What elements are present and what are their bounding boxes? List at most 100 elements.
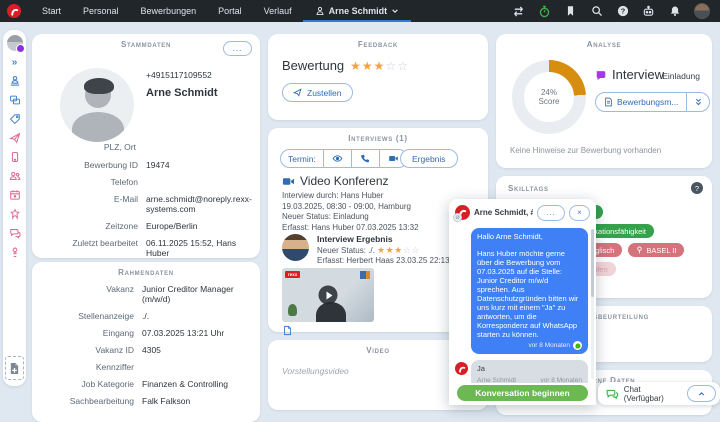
interviews-card: Interviews (1) Termin: Ergebnis Video Ko… bbox=[268, 128, 488, 336]
nav-item-start[interactable]: Start bbox=[42, 6, 62, 16]
rahmendaten-card: Rahmendaten Vakanz Junior Creditor Manag… bbox=[32, 262, 260, 422]
field-value: Falk Falkson bbox=[142, 396, 191, 406]
stammdaten-card: Stammdaten ... +4915117109552 Arne Schmi… bbox=[32, 34, 260, 258]
search-icon[interactable] bbox=[590, 5, 603, 18]
chat-contact-avatar bbox=[455, 362, 468, 375]
ergebnis-button[interactable]: Ergebnis bbox=[400, 149, 458, 168]
chat-availability-bar[interactable]: Chat (Verfügbar) bbox=[598, 382, 720, 405]
left-sidebar: » bbox=[3, 30, 26, 386]
calendar-icon[interactable] bbox=[9, 189, 21, 201]
attachment-file-icon[interactable] bbox=[283, 325, 292, 336]
chevron-down-icon bbox=[391, 7, 399, 15]
card-title: Analyse bbox=[586, 40, 622, 49]
nav-item-verlauf[interactable]: Verlauf bbox=[263, 6, 292, 16]
chat-messages[interactable]: Hallo Arne Schmidt, Hans Huber möchte ge… bbox=[455, 228, 588, 383]
field-value bbox=[142, 362, 252, 372]
send-icon[interactable] bbox=[8, 132, 21, 144]
bewerbungsmappe-button[interactable]: Bewerbungsm... bbox=[596, 93, 686, 111]
field-value: Finanzen & Controlling bbox=[142, 379, 228, 389]
card-title: Rahmendaten bbox=[118, 268, 174, 277]
images-icon[interactable] bbox=[9, 94, 21, 106]
send-icon bbox=[293, 88, 302, 97]
star-badge-icon[interactable] bbox=[9, 208, 21, 220]
candidate-phone: +4915117109552 bbox=[146, 70, 212, 80]
help-icon[interactable]: ? bbox=[691, 182, 703, 194]
rexx-logo[interactable] bbox=[7, 4, 21, 18]
interviewer-avatar bbox=[282, 234, 309, 261]
add-file-dropzone[interactable] bbox=[5, 356, 24, 380]
double-chevron-down-icon[interactable] bbox=[686, 93, 709, 111]
field-label: Vakanz ID bbox=[95, 345, 134, 355]
rating-stars[interactable]: ★★★☆☆ bbox=[350, 58, 409, 73]
vorstellungsvideo-label: Vorstellungsvideo bbox=[282, 366, 349, 376]
whatsapp-disabled-badge: ⊘ bbox=[453, 213, 462, 222]
bell-icon[interactable] bbox=[668, 5, 681, 18]
chat-status-label: Chat (Verfügbar) bbox=[623, 384, 664, 403]
double-chevron-right-icon[interactable]: » bbox=[11, 57, 18, 68]
card-title: Eignungsbeurteilung bbox=[559, 312, 649, 321]
person-desk-icon[interactable] bbox=[9, 75, 21, 87]
interview-details: Interview durch: Hans Huber 19.03.2025, … bbox=[282, 191, 419, 232]
phone-icon[interactable] bbox=[350, 150, 379, 167]
card-title: Video bbox=[366, 346, 390, 355]
chat-menu-button[interactable]: ... bbox=[537, 204, 565, 221]
field-value: Europe/Berlin bbox=[146, 221, 198, 231]
bookmark-icon[interactable] bbox=[564, 5, 577, 18]
play-icon[interactable] bbox=[318, 285, 338, 305]
field-value bbox=[146, 177, 252, 187]
field-label: Sachbearbeitung bbox=[69, 396, 134, 406]
users-icon[interactable] bbox=[9, 170, 21, 182]
field-label: Eingang bbox=[102, 328, 134, 338]
chat-scrollbar[interactable] bbox=[591, 229, 594, 379]
skilltag-basel[interactable]: BASEL II bbox=[628, 243, 685, 257]
user-avatar[interactable] bbox=[694, 3, 710, 19]
field-label: Vakanz bbox=[106, 284, 134, 294]
chat-bubble-icon bbox=[596, 70, 606, 80]
chat-icon bbox=[606, 389, 619, 399]
document-icon bbox=[605, 97, 612, 107]
last-edited-link[interactable]: 06.11.2025 15:52, Hans Huber bbox=[146, 238, 237, 258]
field-label: Telefon bbox=[110, 177, 138, 187]
help-icon[interactable]: ? bbox=[616, 5, 629, 18]
video-camera-icon[interactable] bbox=[378, 150, 407, 167]
video-camera-icon bbox=[282, 177, 295, 185]
score-donut: 24% Score bbox=[512, 60, 586, 134]
field-label: Zuletzt bearbeitet bbox=[72, 238, 138, 248]
vakanz-link[interactable]: Junior Creditor Manager (m/w/d) bbox=[142, 284, 234, 304]
interview-event-title: Video Konferenz bbox=[300, 174, 389, 188]
chevron-up-icon[interactable] bbox=[686, 385, 716, 402]
field-label: Kennziffer bbox=[95, 362, 134, 372]
plz-ort-label: PLZ, Ort bbox=[103, 142, 136, 152]
person-icon[interactable] bbox=[9, 246, 21, 258]
chat-close-button[interactable]: × bbox=[569, 204, 590, 221]
chat-bubbles-icon[interactable] bbox=[9, 227, 21, 239]
field-label: Bewerbung ID bbox=[84, 160, 138, 170]
feedback-card: Feedback Bewertung ★★★☆☆ Zustellen bbox=[268, 34, 488, 120]
chat-overlay-window: ⊘ Arne Schmidt, #... ... × Hallo Arne Sc… bbox=[449, 199, 596, 405]
card-menu-button[interactable]: ... bbox=[223, 41, 252, 56]
meeting-eye-icon[interactable] bbox=[322, 150, 351, 167]
swap-icon[interactable] bbox=[512, 5, 525, 18]
interview-result: Interview Ergebnis Neuer Status: ./. ★★★… bbox=[282, 234, 450, 267]
candidate-avatar-badge[interactable] bbox=[6, 35, 25, 53]
tag-check-icon[interactable] bbox=[9, 113, 21, 125]
analysis-hint: Keine Hinweise zur Bewerbung vorhanden bbox=[510, 146, 662, 155]
chat-message-outgoing: Hallo Arne Schmidt, Hans Huber möchte ge… bbox=[471, 228, 588, 354]
bewerbungsmappe-split-button: Bewerbungsm... bbox=[595, 92, 711, 112]
termin-button[interactable]: Termin: bbox=[288, 153, 316, 164]
field-value-email[interactable]: arne.schmidt@noreply.rexx-systems.com bbox=[146, 194, 252, 214]
interview-video-thumbnail[interactable]: rexx bbox=[282, 268, 374, 322]
candidate-photo-placeholder bbox=[60, 68, 134, 142]
nav-item-bewerbungen[interactable]: Bewerbungen bbox=[140, 6, 197, 16]
mobile-icon[interactable] bbox=[9, 151, 21, 163]
whatsapp-icon bbox=[573, 341, 582, 350]
nav-item-portal[interactable]: Portal bbox=[218, 6, 242, 16]
tab-active-candidate[interactable]: Arne Schmidt bbox=[303, 0, 412, 22]
stopwatch-icon[interactable] bbox=[538, 5, 551, 18]
zustellen-button[interactable]: Zustellen bbox=[282, 83, 353, 102]
robot-icon[interactable] bbox=[642, 5, 655, 18]
nav-item-personal[interactable]: Personal bbox=[83, 6, 119, 16]
field-label: E-Mail bbox=[113, 194, 138, 204]
card-title: Skilltags bbox=[508, 184, 549, 193]
start-conversation-button[interactable]: Konversation beginnen bbox=[457, 385, 588, 401]
